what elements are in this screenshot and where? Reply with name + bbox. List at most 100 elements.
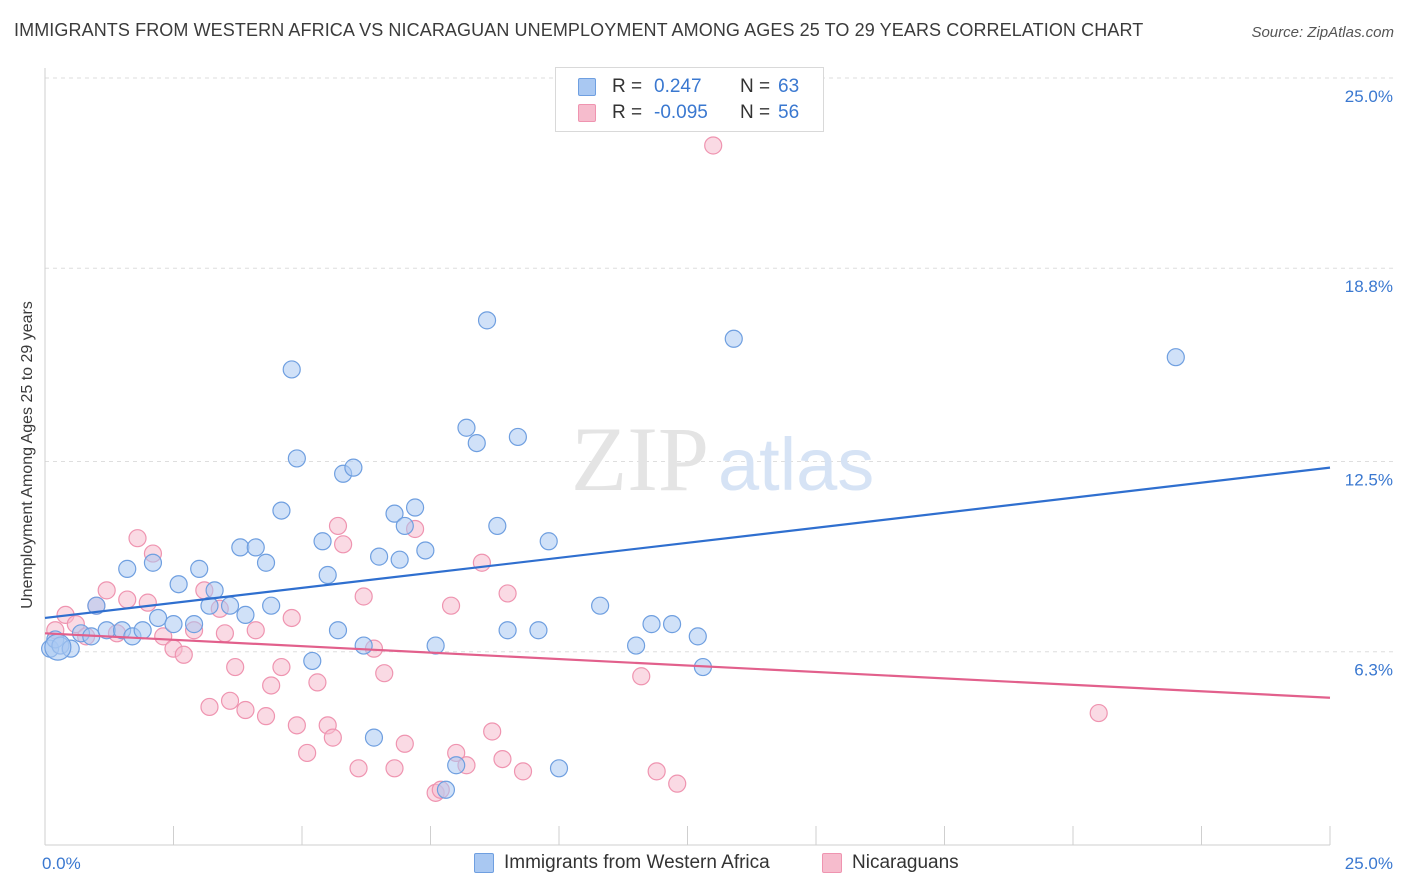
n-value: 63 [778, 76, 800, 97]
legend-row-nicaraguans: R = -0.095 N = 56 [578, 101, 799, 125]
y-axis-label: Unemployment Among Ages 25 to 29 years [19, 301, 36, 609]
x-tick-label: 0.0% [42, 854, 81, 873]
data-point [184, 615, 204, 634]
y-tick-label: 12.5% [1345, 471, 1393, 490]
data-point [513, 762, 533, 781]
data-point [282, 608, 301, 628]
data-point [164, 615, 183, 634]
trend-line-western-africa [44, 466, 1331, 620]
blue-swatch [578, 78, 596, 96]
data-point [272, 501, 291, 520]
data-point [256, 553, 276, 572]
y-tick-label: 25.0% [1345, 87, 1393, 106]
data-point [262, 596, 281, 615]
data-point [215, 624, 234, 643]
data-point [385, 759, 404, 778]
data-point [344, 458, 363, 477]
data-point [262, 676, 281, 695]
data-point [591, 596, 610, 615]
data-point [313, 532, 332, 551]
data-point [477, 311, 497, 330]
data-point [334, 535, 353, 554]
data-point [662, 615, 682, 634]
data-point-cluster [44, 633, 72, 661]
data-point [549, 759, 569, 778]
data-point [457, 418, 476, 437]
data-point [205, 581, 224, 600]
data-point [282, 360, 301, 379]
data-point [231, 538, 250, 557]
data-point [498, 584, 517, 603]
western-africa-points [41, 311, 1185, 799]
data-point [200, 697, 219, 717]
data-point [272, 657, 291, 677]
data-point [226, 657, 245, 677]
pink-swatch [822, 853, 842, 873]
gridlines [45, 77, 1395, 653]
data-point [370, 547, 389, 566]
legend-label: Immigrants from Western Africa [504, 852, 770, 873]
blue-swatch [474, 853, 494, 873]
data-point [472, 553, 491, 572]
data-point [328, 516, 348, 536]
data-point [364, 728, 384, 747]
chart-title: IMMIGRANTS FROM WESTERN AFRICA VS NICARA… [14, 20, 1144, 40]
legend-item-nicaraguans[interactable]: Nicaraguans [822, 852, 959, 874]
trend-lines [44, 466, 1331, 699]
data-point [220, 596, 240, 615]
source-credit: Source: ZipAtlas.com [1251, 24, 1394, 41]
data-point [488, 516, 507, 536]
data-point [190, 559, 209, 578]
data-point [441, 596, 461, 615]
data-point [642, 615, 661, 634]
data-point [483, 722, 502, 741]
r-value: 0.247 [654, 76, 702, 97]
data-point [626, 636, 646, 655]
data-point [154, 627, 173, 646]
data-point [395, 516, 414, 536]
data-point [298, 743, 317, 763]
data-point [1166, 348, 1185, 367]
correlation-legend: R = 0.247 N = 63 R = -0.095 N = 56 [555, 67, 824, 132]
x-tick-label: 25.0% [1345, 854, 1393, 873]
data-point [138, 593, 157, 612]
data-point [236, 700, 255, 720]
pink-swatch [578, 104, 596, 122]
data-point [303, 651, 322, 671]
data-point [349, 759, 368, 778]
data-point [246, 538, 265, 557]
tick-labels: 6.3% 12.5% 18.8% 25.0% 0.0% 25.0% [42, 87, 1393, 873]
n-label: N = [740, 102, 771, 123]
data-point [256, 707, 276, 726]
data-point [375, 664, 394, 683]
data-point [220, 691, 240, 710]
r-value: -0.095 [654, 102, 708, 123]
data-point [169, 575, 188, 594]
data-point [148, 608, 168, 628]
data-point [632, 667, 651, 686]
data-point [724, 329, 743, 348]
data-point [529, 621, 548, 640]
data-point [246, 621, 265, 640]
watermark: ZIP atlas [571, 408, 874, 510]
legend-row-western-africa: R = 0.247 N = 63 [578, 75, 799, 99]
data-point [467, 433, 486, 453]
data-point [647, 762, 666, 781]
data-point [287, 449, 306, 468]
data-point [287, 716, 306, 735]
data-point [354, 636, 373, 655]
trend-line-nicaraguans [44, 632, 1331, 699]
watermark-atlas: atlas [718, 423, 874, 506]
legend-item-western-africa[interactable]: Immigrants from Western Africa [474, 852, 770, 874]
watermark-zip: ZIP [571, 408, 709, 510]
data-point [87, 596, 106, 615]
data-point [447, 756, 466, 775]
data-point [133, 621, 152, 640]
data-point [354, 587, 373, 606]
data-point [1089, 703, 1108, 723]
data-point [395, 734, 414, 753]
y-tick-label: 18.8% [1345, 277, 1393, 296]
r-label: R = [612, 76, 643, 97]
data-point [236, 605, 255, 625]
data-point [385, 504, 404, 523]
